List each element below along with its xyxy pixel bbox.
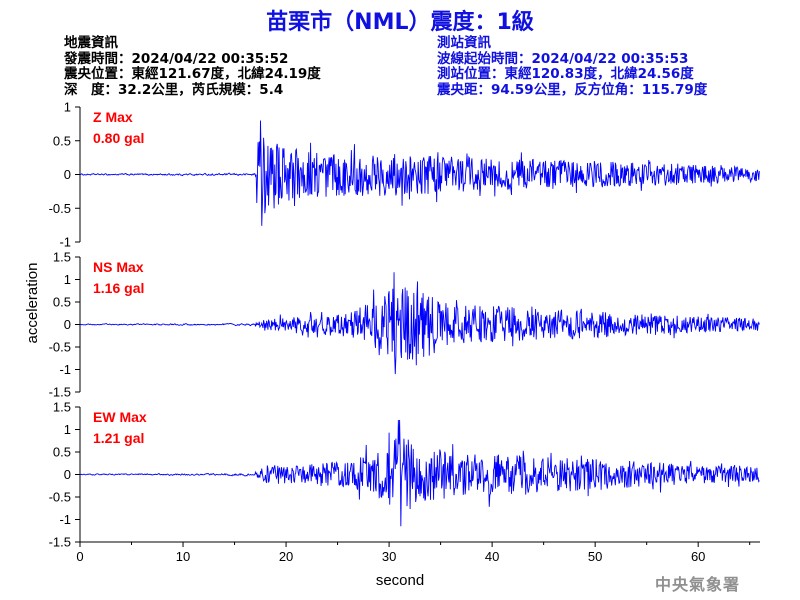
quake-time: 發震時間：2024/04/22 00:35:52 (64, 50, 289, 67)
y-tick-label: -1 (59, 512, 71, 527)
max-value-ns: 1.16 gal (93, 280, 144, 296)
station-info-heading: 測站資訊 (437, 35, 491, 51)
max-label-ew: EW Max (93, 409, 147, 425)
x-tick-label: 50 (588, 549, 602, 564)
epicenter-location: 震央位置：東經121.67度，北緯24.19度 (64, 66, 321, 82)
y-tick-label: 0 (64, 317, 71, 332)
chart-title: 苗栗市（NML）震度：1級 (266, 10, 534, 35)
station-info-block: 測站資訊 波線起始時間：2024/04/22 00:35:53 測站位置：東經1… (437, 35, 708, 98)
y-tick-label: -0.5 (49, 201, 71, 216)
y-tick-label: -1.5 (49, 535, 71, 550)
max-label-z: Z Max (93, 109, 133, 125)
y-tick-label: -1.5 (49, 385, 71, 400)
y-tick-label: 0 (64, 467, 71, 482)
y-tick-label: 1 (64, 100, 71, 115)
quake-info-block: 地震資訊 發震時間：2024/04/22 00:35:52 震央位置：東經121… (64, 35, 321, 98)
agency-watermark: 中央氣象署 (655, 575, 741, 594)
max-value-ew: 1.21 gal (93, 430, 144, 446)
max-value-z: 0.80 gal (93, 130, 144, 146)
y-tick-label: 1.5 (53, 400, 71, 415)
epicentral-distance: 震央距：94.59公里，反方位角：115.79度 (437, 81, 708, 98)
y-axis-label: acceleration (24, 263, 41, 344)
waveform-ns (79, 272, 760, 375)
y-tick-label: 0.5 (53, 295, 71, 310)
wave-start-time: 波線起始時間：2024/04/22 00:35:53 (437, 50, 689, 67)
y-tick-label: -1 (59, 235, 71, 250)
y-tick-label: 1 (64, 422, 71, 437)
x-tick-label: 40 (485, 549, 499, 564)
x-tick-label: 10 (176, 549, 190, 564)
y-tick-label: 1.5 (53, 250, 71, 265)
x-tick-label: 30 (382, 549, 396, 564)
y-tick-label: 1 (64, 272, 71, 287)
y-tick-label: 0 (64, 167, 71, 182)
max-label-ns: NS Max (93, 259, 144, 275)
x-tick-label: 60 (691, 549, 705, 564)
y-tick-label: -1 (59, 362, 71, 377)
quake-info-heading: 地震資訊 (64, 35, 118, 51)
x-axis-label: second (376, 572, 424, 589)
waveform-z (79, 120, 760, 226)
y-tick-label: 0.5 (53, 133, 71, 148)
y-tick-label: 0.5 (53, 445, 71, 460)
x-tick-label: 20 (279, 549, 293, 564)
y-tick-label: -0.5 (49, 490, 71, 505)
waveform-ew (79, 420, 760, 527)
station-location: 測站位置：東經120.83度，北緯24.56度 (437, 66, 694, 82)
depth-magnitude: 深 度：32.2公里，芮氏規模：5.4 (64, 81, 284, 98)
x-tick-label: 0 (76, 549, 83, 564)
y-tick-label: -0.5 (49, 340, 71, 355)
